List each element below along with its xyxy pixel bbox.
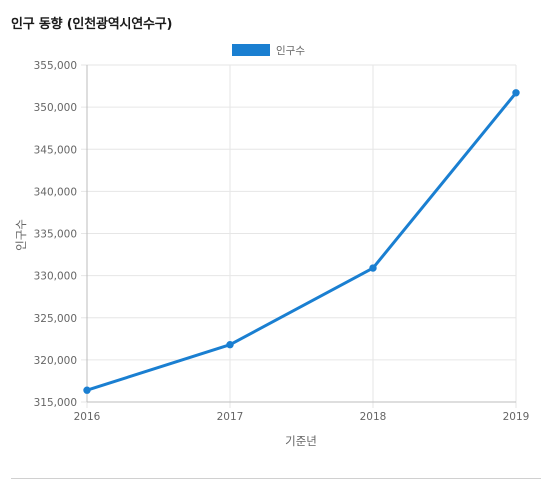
data-point [83,386,91,394]
divider [11,478,541,479]
y-axis-title: 인구수 [14,219,28,251]
x-tick-label: 2018 [360,411,387,423]
y-tick-label: 335,000 [34,229,77,241]
y-tick-label: 350,000 [34,102,77,114]
x-tick-label: 2019 [503,411,530,423]
y-tick-label: 330,000 [34,271,77,283]
series-line [85,91,518,392]
y-tick-label: 355,000 [34,60,77,72]
y-tick-label: 325,000 [34,313,77,325]
y-axis-ticks: 315,000 320,000 325,000 330,000 335,000 340,0… [34,60,77,409]
x-tick-label: 2016 [74,411,101,423]
y-tick-label: 315,000 [34,397,77,409]
legend[interactable]: 인구수 [232,44,305,57]
population-line-chart: 315,000 320,000 325,000 330,000 335,000 340,0… [14,44,530,448]
data-point [512,89,520,97]
legend-swatch [232,44,270,56]
series-layer [83,89,520,394]
y-tick-label: 345,000 [34,144,77,156]
y-tick-label: 340,000 [34,186,77,198]
x-axis-ticks: 2016 2017 2018 2019 [74,411,530,423]
legend-label: 인구수 [276,45,305,57]
data-point [369,264,377,272]
x-tick-label: 2017 [217,411,244,423]
chart-title: 인구 동향 (인천광역시연수구) [11,17,173,32]
y-tick-label: 320,000 [34,355,77,367]
grid-lines [81,64,517,408]
data-point [226,341,234,349]
x-axis-title: 기준년 [285,434,317,448]
